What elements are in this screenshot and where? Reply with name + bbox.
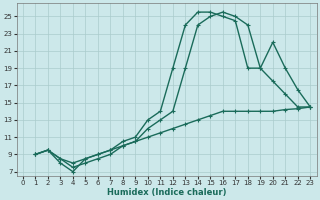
X-axis label: Humidex (Indice chaleur): Humidex (Indice chaleur) <box>107 188 226 197</box>
